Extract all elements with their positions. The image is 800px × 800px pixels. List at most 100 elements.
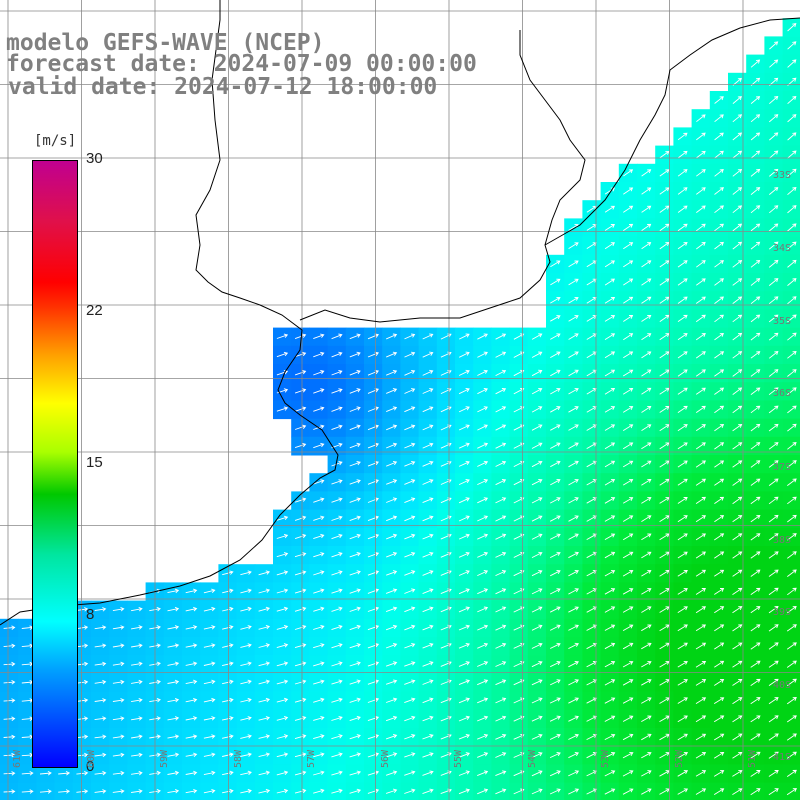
wind-arrow-icon [768, 387, 779, 396]
wind-arrow-icon [787, 41, 797, 50]
wind-arrow-icon [604, 588, 616, 595]
wind-arrow-icon [659, 333, 670, 341]
wind-arrow-icon [349, 515, 361, 522]
wind-arrow-icon [112, 752, 125, 758]
wind-arrow-icon [768, 278, 779, 286]
wind-arrow-icon [714, 606, 725, 614]
wind-arrow-icon [659, 387, 670, 395]
wind-arrow-icon [732, 679, 743, 686]
wind-arrow-icon [550, 478, 561, 486]
wind-arrow-icon [422, 351, 434, 358]
wind-arrow-icon [787, 496, 797, 505]
wind-arrow-icon [258, 570, 271, 576]
wind-arrow-icon [458, 533, 470, 540]
wind-arrow-icon [641, 679, 652, 686]
wind-arrow-icon [276, 770, 289, 776]
wind-arrow-icon [313, 442, 325, 449]
wind-arrow-icon [385, 588, 398, 594]
wind-arrow-icon [787, 369, 797, 377]
wind-arrow-icon [568, 333, 579, 340]
wind-arrow-icon [349, 406, 361, 412]
wind-arrow-icon [422, 588, 434, 595]
wind-arrow-icon [349, 588, 361, 594]
wind-arrow-icon [622, 697, 634, 704]
wind-arrow-icon [331, 479, 343, 485]
wind-arrow-icon [294, 770, 307, 776]
wind-arrow-icon [550, 387, 561, 395]
wind-arrow-icon [349, 606, 361, 612]
wind-arrow-icon [768, 569, 779, 577]
wind-arrow-icon [131, 752, 143, 758]
wind-arrow-icon [458, 624, 470, 631]
wind-arrow-icon [695, 788, 707, 795]
wind-cell [782, 782, 800, 800]
colorbar [32, 160, 78, 768]
wind-arrow-icon [404, 606, 416, 613]
wind-arrow-icon [276, 661, 289, 667]
wind-arrow-icon [604, 788, 616, 795]
wind-arrow-icon [258, 788, 271, 794]
wind-arrow-icon [786, 733, 797, 741]
wind-arrow-icon [367, 588, 380, 594]
wind-arrow-icon [367, 442, 379, 449]
wind-arrow-icon [550, 260, 561, 268]
wind-arrow-icon [276, 697, 289, 703]
wind-arrow-icon [258, 770, 271, 776]
wind-arrow-icon [94, 625, 107, 630]
wind-arrow-icon [696, 187, 706, 195]
wind-arrow-icon [659, 569, 670, 577]
wind-arrow-icon [367, 661, 380, 667]
wind-arrow-icon [695, 351, 706, 359]
wind-arrow-icon [531, 697, 543, 704]
wind-arrow-icon [622, 551, 634, 559]
wind-arrow-icon [331, 351, 343, 358]
wind-arrow-icon [531, 333, 543, 340]
wind-arrow-icon [495, 733, 507, 740]
wind-arrow-icon [622, 679, 634, 686]
wind-arrow-icon [495, 515, 507, 522]
wind-arrow-icon [495, 679, 507, 686]
wind-arrow-icon [695, 314, 706, 323]
wind-arrow-icon [167, 588, 180, 594]
wind-arrow-icon [222, 734, 234, 739]
wind-arrow-icon [477, 752, 489, 758]
wind-arrow-icon [768, 678, 779, 686]
wind-arrow-icon [659, 551, 670, 559]
wind-arrow-icon [641, 351, 652, 359]
wind-arrow-icon [768, 423, 779, 432]
wind-arrow-icon [677, 606, 688, 613]
wind-arrow-icon [750, 624, 761, 632]
wind-arrow-icon [677, 751, 689, 759]
wind-arrow-icon [732, 515, 743, 523]
wind-arrow-icon [167, 716, 180, 721]
wind-arrow-icon [641, 242, 652, 250]
wind-arrow-icon [495, 369, 507, 377]
wind-arrow-icon [695, 733, 707, 741]
wind-arrow-icon [622, 515, 634, 522]
wind-arrow-icon [677, 533, 688, 541]
wind-arrow-icon [568, 679, 579, 686]
wind-arrow-icon [750, 715, 761, 723]
wind-arrow-icon [750, 751, 761, 759]
wind-arrow-icon [750, 551, 761, 559]
wind-arrow-icon [531, 551, 543, 559]
wind-arrow-icon [732, 533, 743, 541]
wind-arrow-icon [623, 278, 634, 286]
wind-arrow-icon [313, 770, 325, 776]
wind-arrow-icon [477, 460, 489, 467]
wind-arrow-icon [531, 679, 543, 686]
wind-arrow-icon [696, 223, 706, 232]
wind-arrow-icon [568, 551, 579, 559]
wind-arrow-icon [568, 770, 580, 777]
wind-arrow-icon [695, 624, 706, 632]
wind-arrow-icon [641, 424, 652, 431]
wind-arrow-icon [404, 788, 416, 794]
wind-arrow-icon [313, 351, 325, 358]
wind-arrow-icon [422, 734, 434, 740]
wind-arrow-icon [604, 642, 616, 650]
wind-arrow-icon [568, 442, 579, 449]
longitude-label: 54W [526, 749, 538, 768]
wind-arrow-icon [131, 679, 143, 685]
wind-arrow-icon [732, 132, 743, 141]
wind-arrow-icon [750, 114, 761, 123]
